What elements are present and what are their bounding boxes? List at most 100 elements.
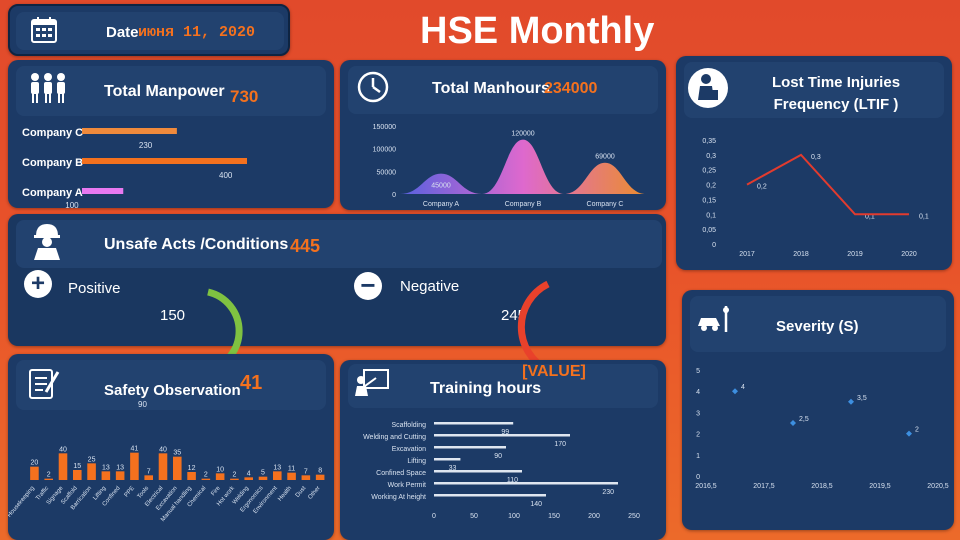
y-tick-label: 5 (696, 368, 700, 375)
safety-bar-value: 13 (116, 464, 124, 471)
x-tick-label: 2019,5 (869, 483, 891, 490)
ltif-label: Lost Time Injuries Frequency (LTIF ) (771, 74, 901, 113)
safety-category-label: PPE (124, 485, 136, 498)
x-tick-label: 250 (628, 513, 640, 520)
safety-bar-value: 11 (288, 466, 295, 473)
training-category-label: Lifting (407, 458, 426, 465)
manpower-value: 730 (230, 87, 259, 106)
y-tick-label: 100000 (373, 147, 396, 154)
y-tick-label: 2 (696, 432, 700, 439)
x-tick-label: 0 (432, 513, 436, 520)
safety-bar (201, 478, 211, 480)
negative-arc (517, 280, 550, 370)
training-category-label: Confined Space (376, 470, 426, 477)
safety-bar (144, 475, 153, 480)
x-tick-label: 100 (508, 513, 520, 520)
safety-category-label: Health (277, 485, 293, 502)
manpower-bar-value: 100 (65, 201, 79, 208)
training-bar-value: 140 (530, 501, 542, 508)
safety-bar (301, 475, 311, 480)
training-bar-value: 90 (494, 453, 502, 460)
safety-bar (44, 478, 53, 480)
safety-bar-value: 2 (232, 472, 236, 479)
safety-bar-value: 20 (31, 460, 39, 467)
minus-icon: − (354, 272, 382, 300)
safety-bar-value: 7 (147, 468, 151, 475)
safety-bar (58, 453, 68, 480)
date-panel: Date июня 11, 2020 (8, 4, 290, 56)
safety-label: Safety Observation (104, 382, 241, 399)
ltif-value-label: 0,3 (811, 154, 821, 161)
training-bar (434, 434, 570, 437)
safety-bar (158, 453, 168, 480)
date-label: Date (106, 24, 139, 41)
safety-bar-value: 8 (318, 468, 322, 475)
ltif-value-label: 0,1 (919, 213, 929, 220)
manpower-bar-chart: Company C 230 Company B 400 Company A 100 (22, 127, 247, 208)
y-tick-label: 3 (696, 410, 700, 417)
safety-bar (130, 452, 139, 480)
company-label: Company A (22, 187, 83, 199)
manhours-panel: Total Manhours 234000 150000 100000 50000 0… (340, 60, 666, 210)
manpower-bar-value: 400 (219, 171, 233, 180)
positive-label: Positive (68, 280, 121, 297)
clock-icon (356, 70, 390, 109)
plus-icon: + (24, 270, 52, 298)
company-label: Company B (22, 157, 83, 169)
ltif-line (746, 153, 909, 216)
training-label: Training hours (430, 380, 542, 397)
safety-bar (30, 466, 39, 480)
training-panel: Training hours [VALUE] Scaffolding 99 Weld… (340, 360, 666, 540)
safety-category-label: Tools (137, 485, 151, 500)
training-bar (434, 458, 461, 461)
training-category-label: Scaffolding (391, 422, 426, 429)
unsafe-panel: Unsafe Acts /Conditions 445 + Positive 1… (8, 214, 666, 372)
training-bar-value: 99 (501, 429, 509, 436)
y-tick-label: 0,1 (706, 212, 716, 219)
ltif-line-chart: 0,35 0,3 0,25 0,2 0,15 0,1 0,05 0 2017 0,2 2018 0,3… (702, 138, 929, 258)
y-tick-label: 150000 (373, 124, 396, 131)
safety-bar-value: 5 (261, 470, 265, 477)
severity-point-label: 2,5 (799, 416, 809, 423)
training-bar (434, 470, 522, 473)
safety-category-label: Other (307, 485, 321, 500)
safety-bar-chart: 20Housekeeping2Traffic40Signage15Scaffol… (8, 446, 325, 523)
unsafe-header (16, 220, 662, 268)
safety-bar-value: 15 (73, 463, 81, 470)
training-bar (434, 482, 618, 485)
manhours-area (400, 139, 646, 194)
training-category-label: Work Permit (388, 482, 426, 489)
y-tick-label: 0 (712, 242, 716, 249)
training-bar-value: 170 (554, 441, 566, 448)
training-bar-value: 230 (602, 489, 614, 496)
severity-point-label: 4 (741, 384, 745, 391)
training-bar-value: 33 (449, 465, 457, 472)
y-tick-label: 1 (696, 453, 700, 460)
safety-header (16, 360, 326, 410)
safety-bar-value: 13 (273, 464, 281, 471)
safety-bar-value: 2 (47, 472, 51, 479)
company-label: Company C (22, 127, 83, 139)
x-tick-label: 2020,5 (927, 483, 949, 490)
negative-label: Negative (400, 278, 460, 295)
safety-bar-value: 10 (216, 466, 224, 473)
manpower-label: Total Manpower (104, 83, 225, 100)
training-bar-value: 110 (507, 477, 518, 484)
severity-point-label: 2 (915, 427, 919, 434)
y-tick-label: 0,35 (702, 138, 716, 145)
safety-bar (173, 456, 182, 480)
safety-bar (187, 472, 196, 480)
safety-bar (87, 463, 96, 480)
safety-bar (273, 471, 282, 480)
date-header (16, 12, 284, 50)
manhours-value-label: 45000 (431, 183, 451, 190)
training-value: [VALUE] (522, 363, 586, 380)
training-header (348, 364, 658, 408)
x-tick-label: Company C (587, 201, 624, 208)
severity-point-label: 3,5 (857, 395, 867, 402)
y-tick-label: 0,2 (706, 183, 716, 190)
severity-point (790, 420, 796, 426)
severity-header (690, 296, 946, 352)
manhours-value-label: 69000 (595, 154, 615, 161)
x-tick-label: 2018 (793, 251, 809, 258)
